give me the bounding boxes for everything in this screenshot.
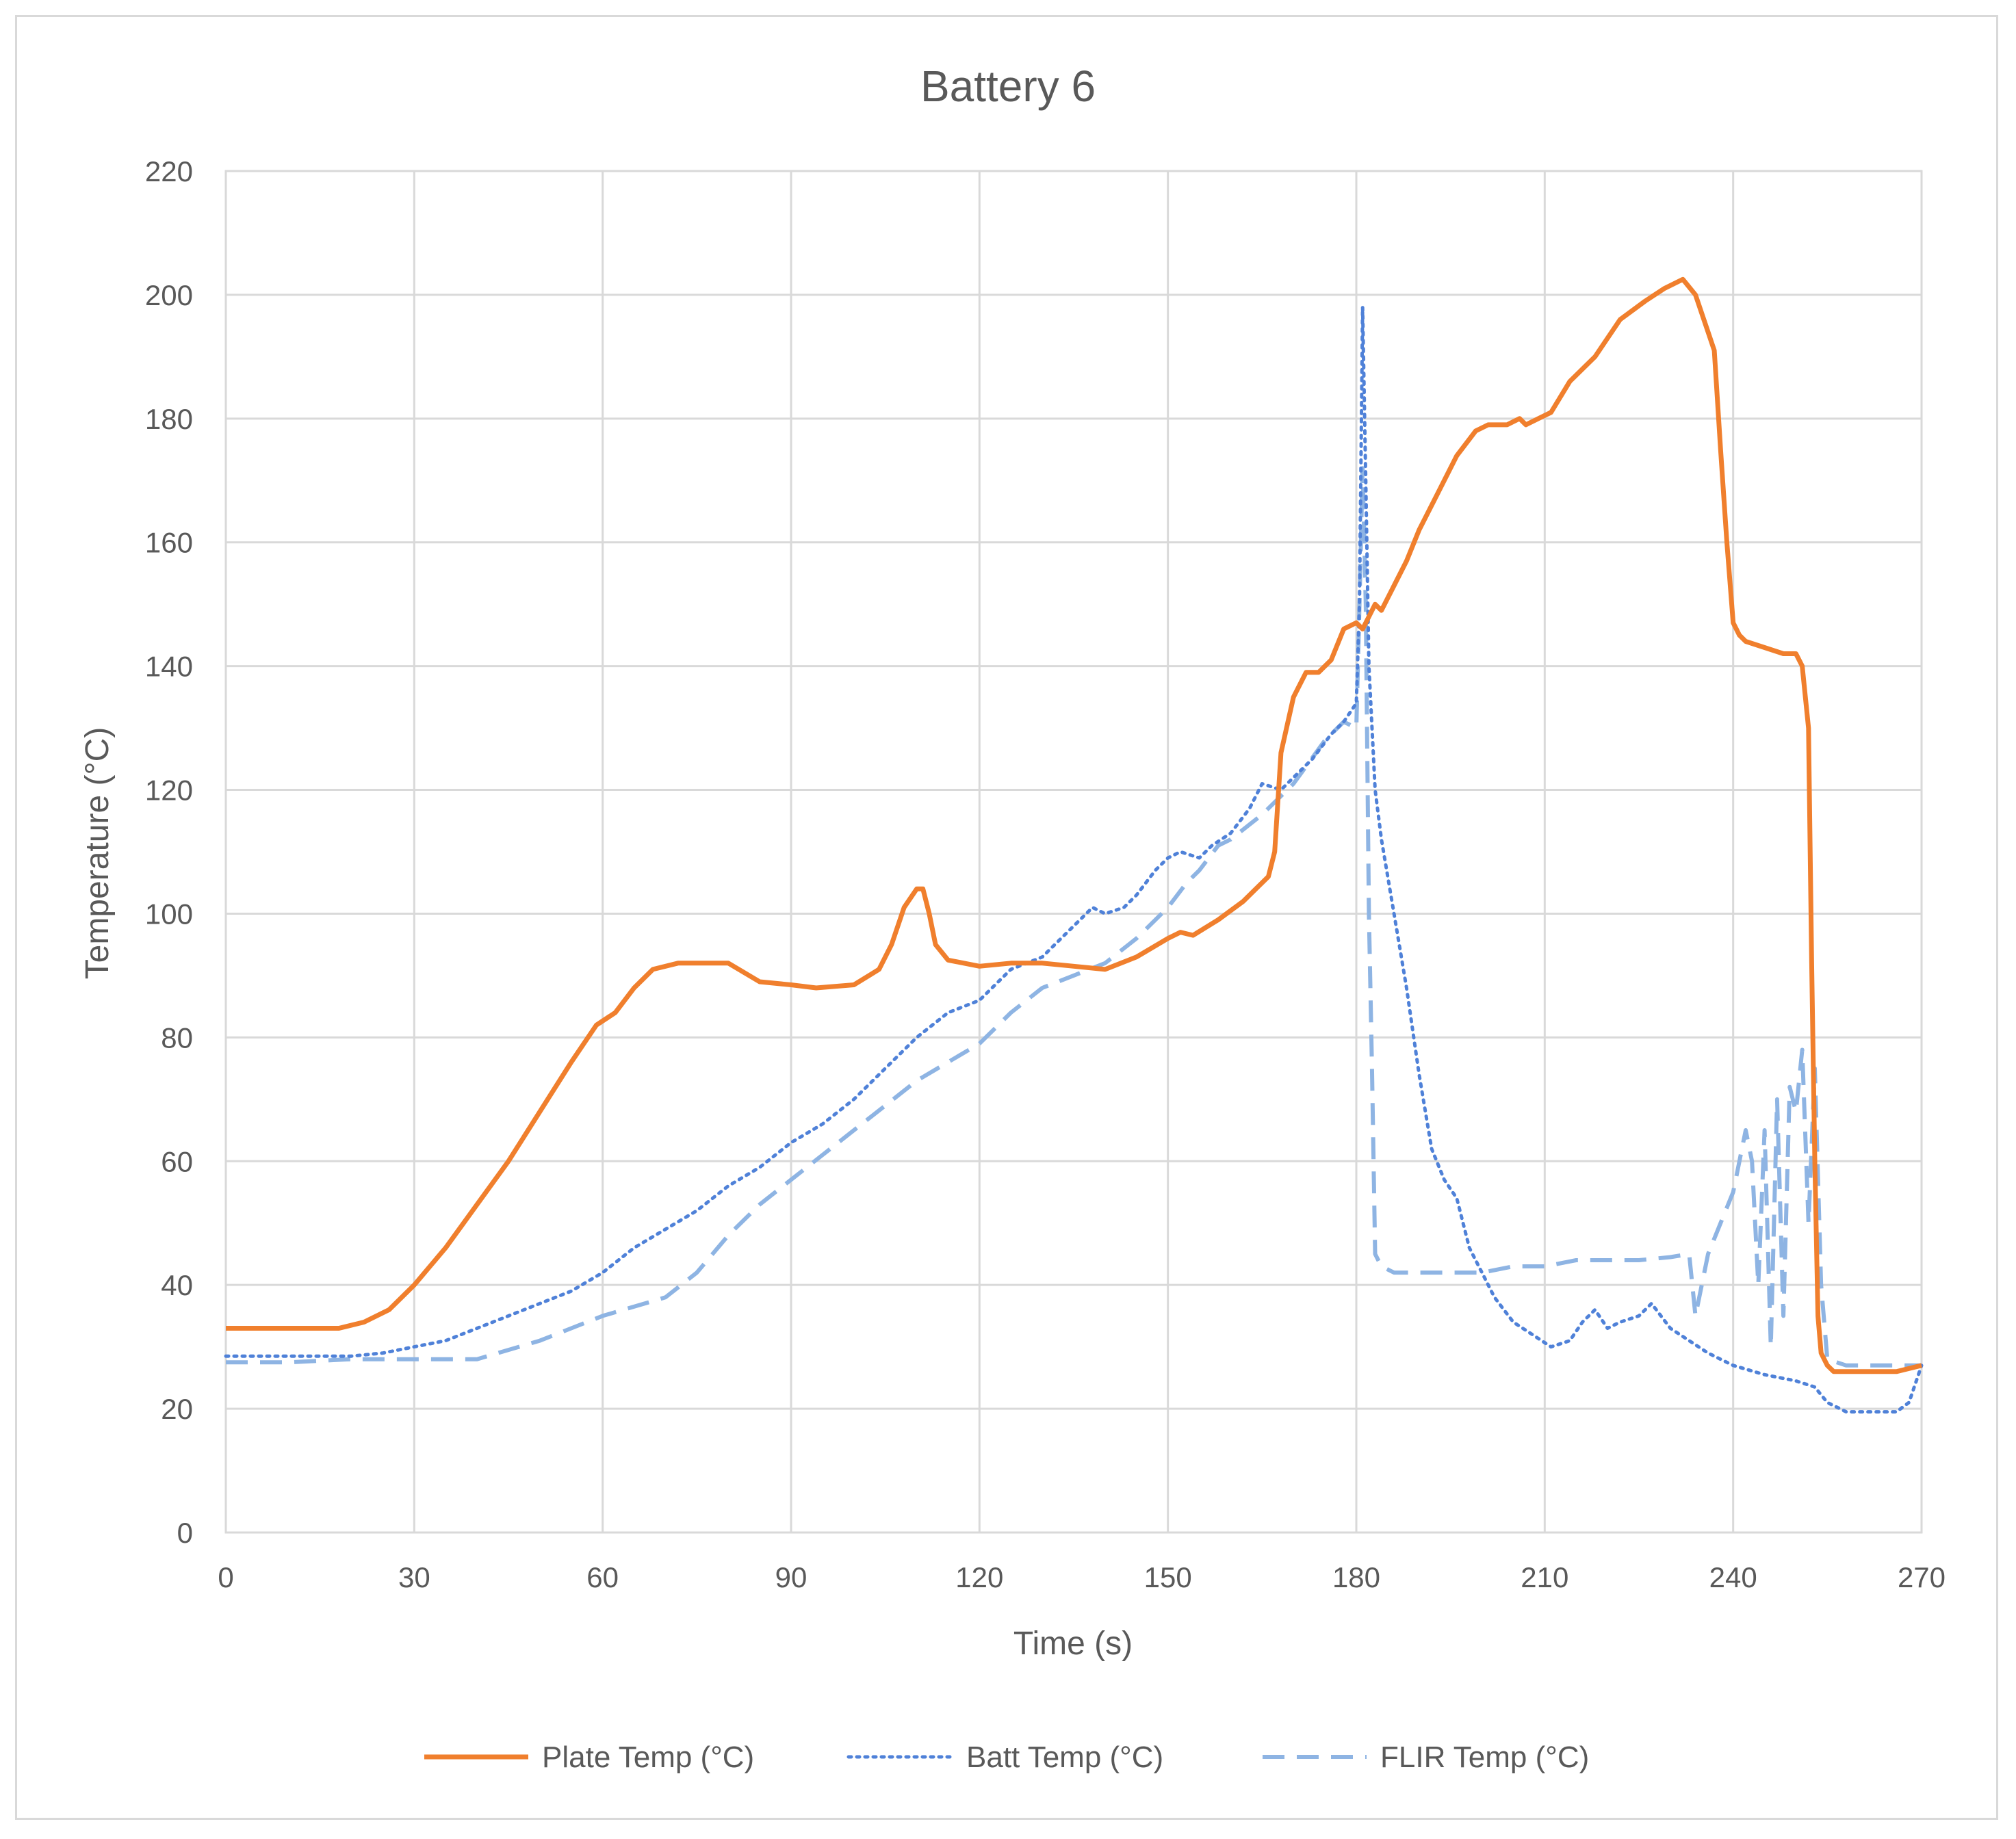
chart-title: Battery 6 [920, 62, 1096, 111]
x-axis-label: Time (s) [1013, 1626, 1133, 1662]
y-axis-label: Temperature (°C) [79, 727, 116, 980]
y-tick-label: 200 [145, 279, 193, 311]
y-tick-label: 120 [145, 774, 193, 807]
legend-label: Plate Temp (°C) [542, 1740, 754, 1774]
y-tick-label: 80 [161, 1021, 193, 1054]
chart-frame [15, 15, 1998, 1820]
y-tick-label: 0 [177, 1517, 193, 1549]
y-tick-label: 220 [145, 155, 193, 187]
series-line-flir [226, 466, 1922, 1368]
plot-area-border [224, 170, 1923, 1534]
x-tick-label: 90 [775, 1561, 807, 1593]
y-tick-label: 40 [161, 1269, 193, 1301]
y-tick-label: 100 [145, 898, 193, 930]
y-tick-label: 140 [145, 651, 193, 683]
x-tick-label: 60 [586, 1561, 619, 1593]
legend-label: Batt Temp (°C) [966, 1740, 1163, 1774]
y-tick-label: 180 [145, 403, 193, 435]
series-line-plate [226, 276, 1922, 1374]
x-tick-label: 120 [955, 1561, 1003, 1593]
x-axis-ticks: 0 30 60 90 120 150 180 210 240 270 [218, 1561, 1946, 1593]
y-tick-label: 20 [161, 1393, 193, 1425]
x-tick-label: 210 [1521, 1561, 1568, 1593]
series-layer [224, 276, 1924, 1414]
x-tick-label: 30 [398, 1561, 430, 1593]
y-tick-label: 160 [145, 527, 193, 559]
series-line-batt [224, 305, 1924, 1414]
y-tick-label: 60 [161, 1145, 193, 1177]
x-tick-label: 270 [1898, 1561, 1946, 1593]
x-tick-label: 180 [1332, 1561, 1380, 1593]
x-tick-label: 0 [218, 1561, 233, 1593]
legend: Plate Temp (°C) Batt Temp (°C) FLIR Temp (… [424, 1740, 1589, 1774]
y-axis-ticks: 0 20 40 60 80 100 120 140 160 180 200 220 [145, 155, 193, 1549]
x-tick-label: 240 [1709, 1561, 1757, 1593]
legend-label: FLIR Temp (°C) [1380, 1740, 1589, 1774]
x-tick-label: 150 [1144, 1561, 1192, 1593]
